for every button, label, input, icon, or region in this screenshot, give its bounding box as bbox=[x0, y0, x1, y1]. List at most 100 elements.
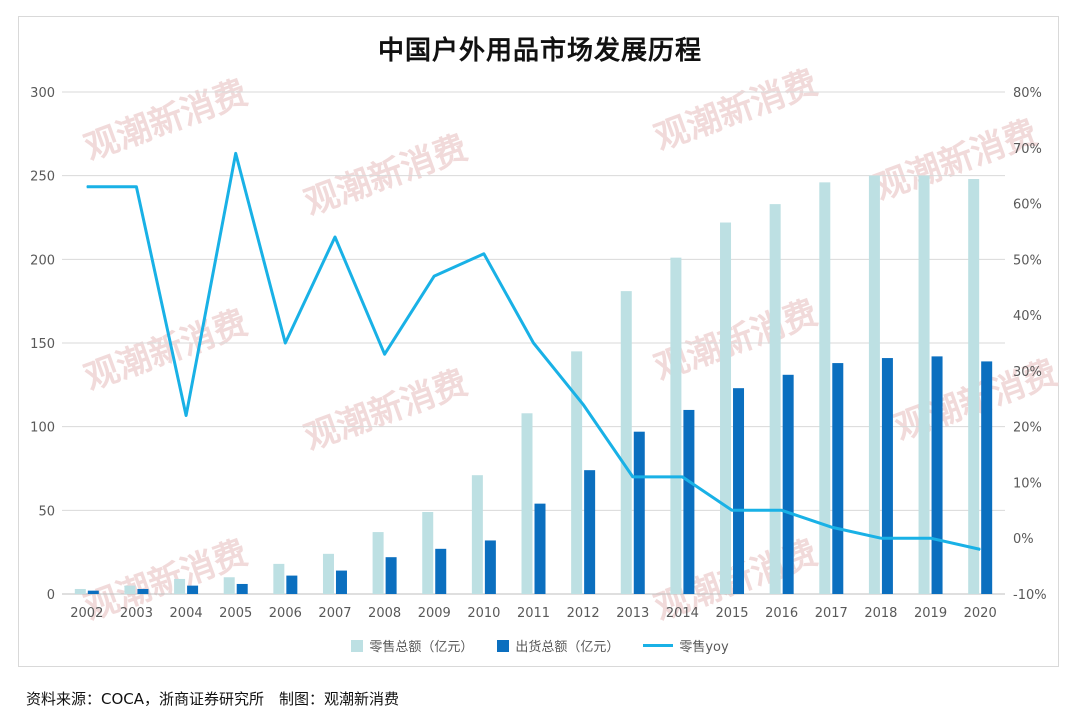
bar-shipment-2007 bbox=[335, 570, 347, 594]
bar-retail-2009 bbox=[422, 512, 434, 594]
left-tick-label-0: 0 bbox=[47, 588, 55, 603]
point-yoy-2005 bbox=[235, 152, 237, 154]
point-yoy-2002 bbox=[86, 186, 88, 188]
x-tick-label-2018: 2018 bbox=[864, 606, 897, 621]
point-yoy-2013 bbox=[632, 476, 634, 478]
bar-retail-2010 bbox=[471, 475, 483, 594]
bar-shipment-2012 bbox=[584, 470, 596, 594]
legend-swatch-shipment bbox=[497, 639, 510, 652]
x-tick-label-2017: 2017 bbox=[815, 606, 848, 621]
bar-retail-2006 bbox=[273, 563, 285, 594]
point-yoy-2006 bbox=[284, 342, 286, 344]
watermark-5: 观潮新消费 bbox=[299, 363, 472, 459]
right-tick-label-70%: 70% bbox=[1013, 142, 1042, 157]
bar-shipment-2014 bbox=[683, 409, 695, 594]
x-tick-label-2011: 2011 bbox=[517, 606, 550, 621]
x-tick-label-2016: 2016 bbox=[765, 606, 798, 621]
bar-shipment-2015 bbox=[733, 388, 745, 594]
legend-label-retail: 零售总额（亿元） bbox=[369, 640, 474, 655]
legend: 零售总额（亿元） 出货总额（亿元） 零售yoy bbox=[0, 636, 1080, 655]
left-tick-label-300: 300 bbox=[30, 86, 55, 101]
bar-shipment-2004 bbox=[187, 585, 199, 594]
bar-shipment-2016 bbox=[782, 374, 794, 594]
x-tick-label-2020: 2020 bbox=[964, 606, 997, 621]
x-tick-label-2013: 2013 bbox=[616, 606, 649, 621]
left-tick-label-250: 250 bbox=[30, 170, 55, 185]
right-tick-label-20%: 20% bbox=[1013, 421, 1042, 436]
bar-shipment-2017 bbox=[832, 363, 844, 594]
legend-item-retail: 零售总额（亿元） bbox=[351, 636, 473, 655]
x-tick-label-2012: 2012 bbox=[567, 606, 600, 621]
bar-retail-2017 bbox=[819, 182, 831, 595]
bar-retail-2018 bbox=[868, 175, 880, 594]
bar-shipment-2005 bbox=[236, 583, 248, 594]
right-tick-label-60%: 60% bbox=[1013, 198, 1042, 213]
right-tick-label-0%: 0% bbox=[1013, 532, 1034, 547]
right-tick-label-30%: 30% bbox=[1013, 365, 1042, 380]
right-tick-label-40%: 40% bbox=[1013, 309, 1042, 324]
point-yoy-2017 bbox=[830, 526, 832, 528]
legend-swatch-retail bbox=[351, 639, 364, 652]
bar-retail-2020 bbox=[968, 179, 980, 594]
point-yoy-2012 bbox=[582, 403, 584, 405]
right-tick-label-80%: 80% bbox=[1013, 86, 1042, 101]
legend-label-shipment: 出货总额（亿元） bbox=[515, 640, 620, 655]
x-tick-label-2009: 2009 bbox=[418, 606, 451, 621]
bar-shipment-2009 bbox=[435, 548, 447, 594]
legend-item-shipment: 出货总额（亿元） bbox=[497, 636, 619, 655]
right-tick-label-50%: 50% bbox=[1013, 253, 1042, 268]
point-yoy-2014 bbox=[681, 476, 683, 478]
bar-shipment-2013 bbox=[633, 431, 645, 594]
left-tick-label-50: 50 bbox=[38, 504, 55, 519]
point-yoy-2011 bbox=[533, 342, 534, 344]
point-yoy-2010 bbox=[483, 253, 485, 255]
bar-retail-2005 bbox=[223, 577, 235, 594]
left-tick-label-100: 100 bbox=[30, 421, 55, 436]
point-yoy-2020 bbox=[979, 548, 981, 550]
bar-retail-2002 bbox=[74, 588, 86, 594]
x-tick-label-2006: 2006 bbox=[269, 606, 302, 621]
bar-retail-2014 bbox=[670, 257, 682, 594]
x-tick-label-2002: 2002 bbox=[70, 606, 103, 621]
point-yoy-2015 bbox=[731, 509, 733, 511]
point-yoy-2004 bbox=[185, 415, 187, 417]
x-tick-label-2004: 2004 bbox=[170, 606, 203, 621]
bar-retail-2019 bbox=[918, 175, 930, 594]
point-yoy-2008 bbox=[384, 353, 386, 355]
bar-retail-2003 bbox=[124, 585, 136, 594]
x-tick-label-2005: 2005 bbox=[219, 606, 252, 621]
bar-retail-2004 bbox=[174, 578, 186, 594]
bar-shipment-2020 bbox=[981, 361, 993, 594]
bar-retail-2015 bbox=[720, 222, 732, 594]
bar-retail-2016 bbox=[769, 204, 781, 594]
source-note: 资料来源：COCA，浙商证券研究所 制图：观潮新消费 bbox=[26, 690, 400, 708]
bar-shipment-2003 bbox=[137, 588, 149, 594]
watermark-3: 观潮新消费 bbox=[869, 113, 1042, 209]
x-tick-label-2015: 2015 bbox=[715, 606, 748, 621]
legend-item-yoy: 零售yoy bbox=[643, 636, 729, 655]
legend-swatch-yoy bbox=[643, 644, 674, 647]
x-tick-label-2008: 2008 bbox=[368, 606, 401, 621]
chart-title: 中国户外用品市场发展历程 bbox=[377, 36, 702, 66]
x-tick-label-2010: 2010 bbox=[467, 606, 500, 621]
x-tick-label-2003: 2003 bbox=[120, 606, 153, 621]
bar-retail-2012 bbox=[571, 351, 583, 594]
x-tick-label-2019: 2019 bbox=[914, 606, 947, 621]
bar-shipment-2008 bbox=[385, 557, 397, 594]
point-yoy-2019 bbox=[930, 537, 932, 539]
bar-shipment-2018 bbox=[881, 358, 893, 594]
right-tick-label--10%: -10% bbox=[1013, 588, 1047, 603]
x-tick-label-2007: 2007 bbox=[318, 606, 351, 621]
bar-shipment-2019 bbox=[931, 356, 943, 594]
bar-shipment-2010 bbox=[484, 540, 496, 594]
point-yoy-2007 bbox=[334, 236, 336, 238]
bar-retail-2013 bbox=[620, 291, 632, 594]
point-yoy-2003 bbox=[135, 186, 137, 188]
point-yoy-2009 bbox=[433, 275, 435, 277]
bar-retail-2007 bbox=[322, 553, 334, 594]
bar-retail-2011 bbox=[521, 413, 533, 594]
left-tick-label-200: 200 bbox=[30, 253, 55, 268]
x-tick-label-2014: 2014 bbox=[666, 606, 699, 621]
bar-shipment-2011 bbox=[534, 503, 546, 594]
